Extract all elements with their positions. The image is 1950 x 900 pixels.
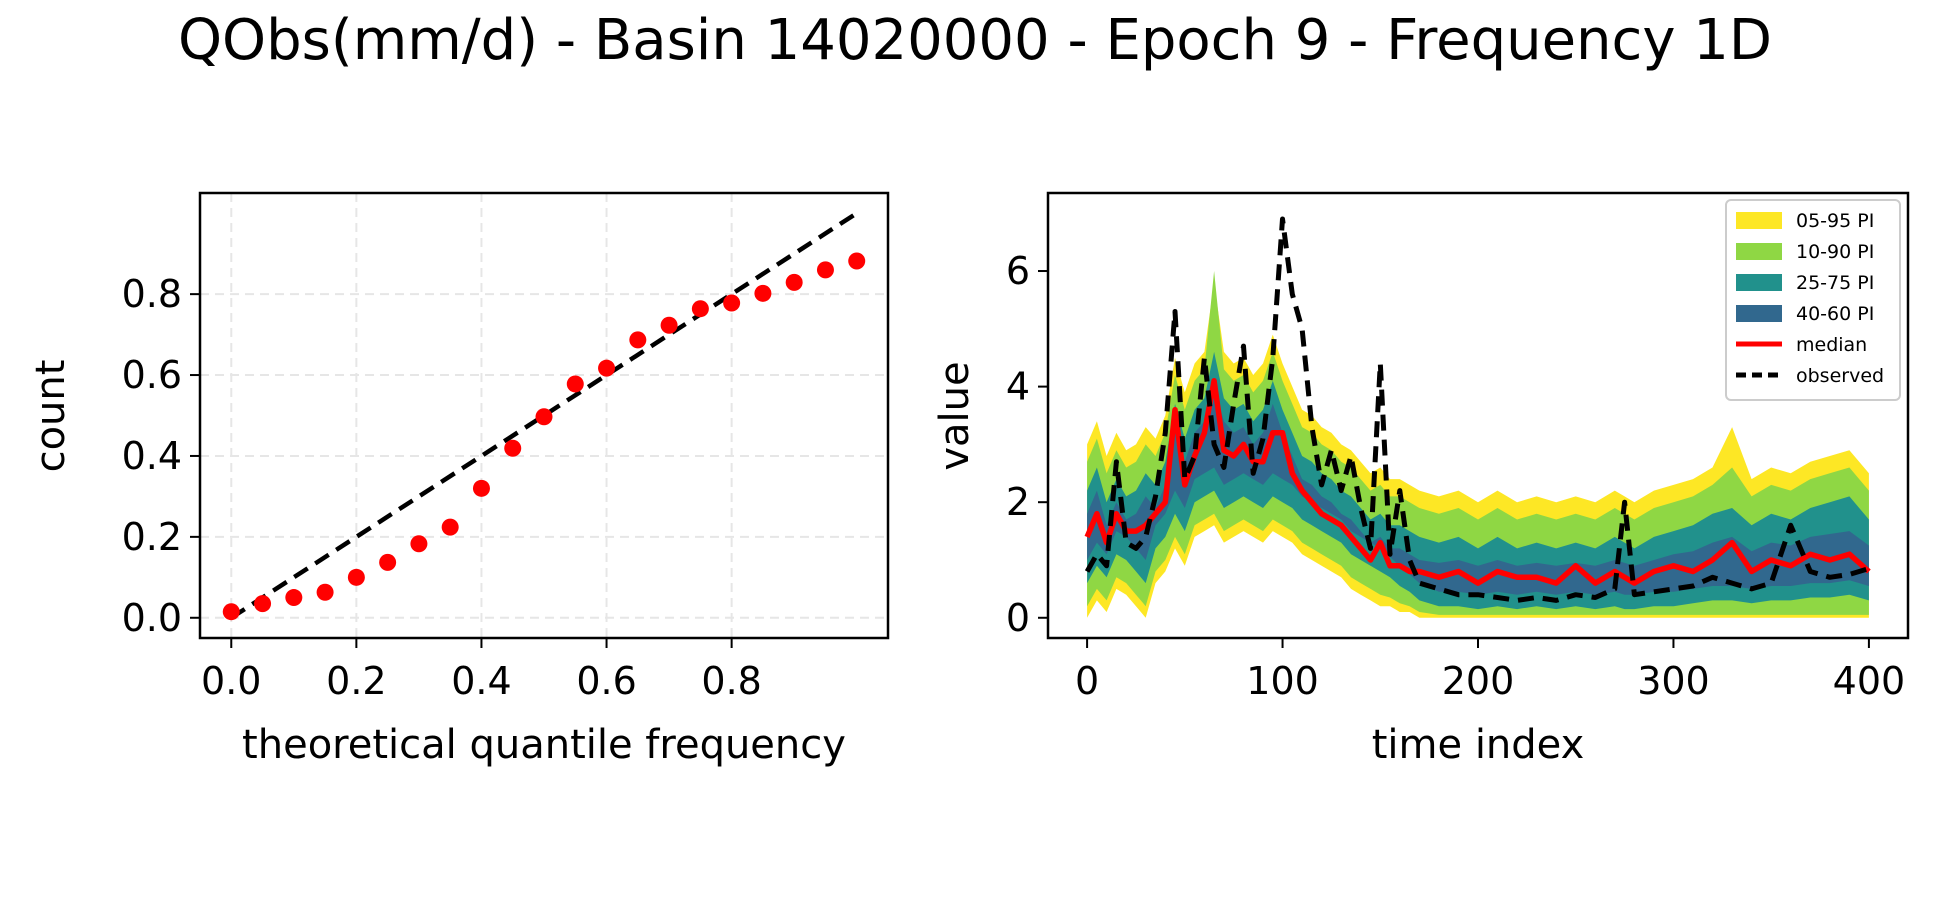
figure-title: QObs(mm/d) - Basin 14020000 - Epoch 9 - … [177,8,1773,73]
timeseries-xtick-label: 400 [1833,659,1906,703]
qq-plot-grid [200,193,888,638]
qq-plot-point [222,603,240,621]
timeseries-legend: 05-95 PI 10-90 PI 25-75 PI 40-60 PI median ob… [1725,199,1901,401]
timeseries-ytick-label: 4 [1006,365,1030,409]
qq-plot-point [660,316,678,334]
qq-plot-ytick-label: 0.0 [122,596,182,640]
series-line-observed [1084,216,1870,603]
qq-plot-frame [198,191,890,640]
timeseries-ytick-label: 6 [1006,249,1030,293]
timeseries-panel: 0 100 200 300 400 0 2 4 6 time index value 05-95… [932,191,1910,768]
legend-swatch [1736,274,1782,291]
qq-plot-xtick-label: 0.2 [326,659,386,703]
qq-plot-xlabel: theoretical quantile frequency [242,722,846,768]
qq-plot-point [379,553,397,571]
band-10-90-pi [1087,271,1869,615]
legend-label: 25-75 PI [1796,272,1874,294]
qq-plot-point [285,589,303,607]
qq-plot-point [410,535,428,553]
legend-label: median [1796,334,1867,356]
qq-plot-panel: 0.0 0.2 0.4 0.6 0.8 0.0 0.2 0.4 0.6 0.8 theoretic… [28,191,890,768]
qq-plot-ticks: 0.0 0.2 0.4 0.6 0.8 0.0 0.2 0.4 0.6 0.8 [122,272,762,703]
qq-plot-point [347,568,365,586]
qq-plot-point [723,294,741,312]
qq-plot-point [754,284,772,302]
qq-plot-marks [222,211,866,621]
timeseries-xlabel: time index [1372,722,1585,768]
legend-label: 40-60 PI [1796,303,1874,325]
qq-plot-ytick-label: 0.4 [122,434,182,478]
qq-plot-xtick-label: 0.8 [701,659,761,703]
band-25-75-pi [1087,351,1869,610]
timeseries-xtick-label: 100 [1246,659,1319,703]
qq-plot-point [254,595,272,613]
qq-plot-point [848,252,866,270]
timeseries-frame [1046,191,1910,640]
timeseries-ytick-label: 0 [1006,596,1030,640]
qq-plot-point [691,300,709,318]
qq-plot-point [535,408,553,426]
timeseries-ticks: 0 100 200 300 400 0 2 4 6 [1006,249,1905,703]
qq-plot-xtick-label: 0.6 [576,659,636,703]
timeseries-xtick-label: 200 [1442,659,1515,703]
timeseries-ylabel: value [932,361,978,470]
timeseries-xtick-label: 300 [1637,659,1710,703]
qq-plot-ytick-label: 0.2 [122,515,182,559]
legend-swatch [1736,305,1782,322]
qq-plot-xtick-label: 0.4 [451,659,511,703]
qq-plot-ylabel: count [28,360,74,473]
qq-plot-point [441,518,459,536]
legend-swatch [1736,212,1782,229]
qq-plot-point [598,359,616,377]
qq-plot-point [504,439,522,457]
timeseries-lines [1084,216,1871,603]
timeseries-xtick-label: 0 [1075,659,1099,703]
qq-plot-point [816,261,834,279]
timeseries-ytick-label: 2 [1006,480,1030,524]
series-line-median [1084,378,1871,586]
qq-plot-ytick-label: 0.8 [122,272,182,316]
legend-label: observed [1796,365,1884,387]
legend-label: 05-95 PI [1796,210,1874,232]
qq-plot-xtick-label: 0.0 [201,659,261,703]
qq-plot-point [785,273,803,291]
qq-plot-point [472,479,490,497]
qq-plot-point [629,331,647,349]
qq-plot-point [566,375,584,393]
legend-label: 10-90 PI [1796,241,1874,263]
qq-plot-point [316,583,334,601]
legend-swatch [1736,243,1782,260]
qq-plot-ytick-label: 0.6 [122,353,182,397]
